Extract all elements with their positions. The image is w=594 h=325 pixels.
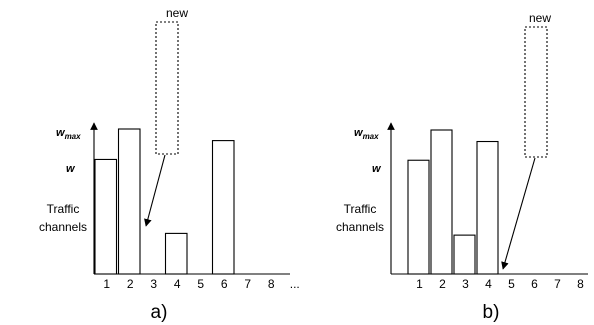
tick-label: 4 bbox=[485, 277, 492, 291]
tick-label: 1 bbox=[103, 277, 110, 291]
new-label: new bbox=[529, 11, 551, 25]
channel-bar bbox=[430, 129, 453, 275]
channels-label-line1: Traffic bbox=[47, 202, 80, 216]
w-label: w bbox=[66, 163, 76, 175]
tick-label: 8 bbox=[268, 277, 275, 291]
bars-group bbox=[407, 129, 499, 275]
channels-label-line2: channels bbox=[336, 220, 384, 234]
wmax-label: wmax bbox=[56, 127, 81, 141]
channel-bar bbox=[117, 128, 141, 275]
channels-label-line1: Traffic bbox=[344, 202, 377, 216]
tick-label: 1 bbox=[416, 277, 423, 291]
tick-label: 6 bbox=[221, 277, 228, 291]
panel-a: wmax w Traffic channels 1 2 3 4 5 6 7 8... new … bbox=[39, 6, 300, 323]
tick-label: 2 bbox=[127, 277, 134, 291]
channel-bar bbox=[453, 234, 476, 275]
tick-label: 3 bbox=[150, 277, 157, 291]
bars-group bbox=[94, 128, 235, 275]
panel-label-b: b) bbox=[483, 302, 500, 323]
tick-label: 5 bbox=[508, 277, 515, 291]
channel-bar bbox=[407, 159, 430, 275]
tick-label: ... bbox=[290, 277, 300, 291]
new-label: new bbox=[166, 6, 188, 20]
new-request-box bbox=[155, 21, 179, 155]
tick-label: 8 bbox=[577, 277, 584, 291]
panel-label-a: a) bbox=[151, 302, 168, 323]
tick-label: 5 bbox=[197, 277, 204, 291]
tick-label: 2 bbox=[439, 277, 446, 291]
tick-label: 4 bbox=[174, 277, 181, 291]
new-arrow bbox=[501, 157, 536, 270]
channel-bar bbox=[164, 232, 188, 275]
channel-bar bbox=[94, 158, 118, 275]
new-arrow bbox=[144, 154, 166, 227]
tick-label: 6 bbox=[531, 277, 538, 291]
w-label: w bbox=[372, 163, 382, 175]
wmax-label: wmax bbox=[354, 127, 379, 141]
channels-label-line2: channels bbox=[39, 220, 87, 234]
channel-bar bbox=[476, 140, 499, 275]
tick-label: 7 bbox=[554, 277, 561, 291]
channel-bar bbox=[211, 140, 235, 275]
tick-label: 7 bbox=[244, 277, 251, 291]
tick-label: 3 bbox=[462, 277, 469, 291]
new-request-box bbox=[524, 26, 548, 158]
tick-labels: 1 2 3 4 5 6 7 8... bbox=[103, 277, 299, 291]
